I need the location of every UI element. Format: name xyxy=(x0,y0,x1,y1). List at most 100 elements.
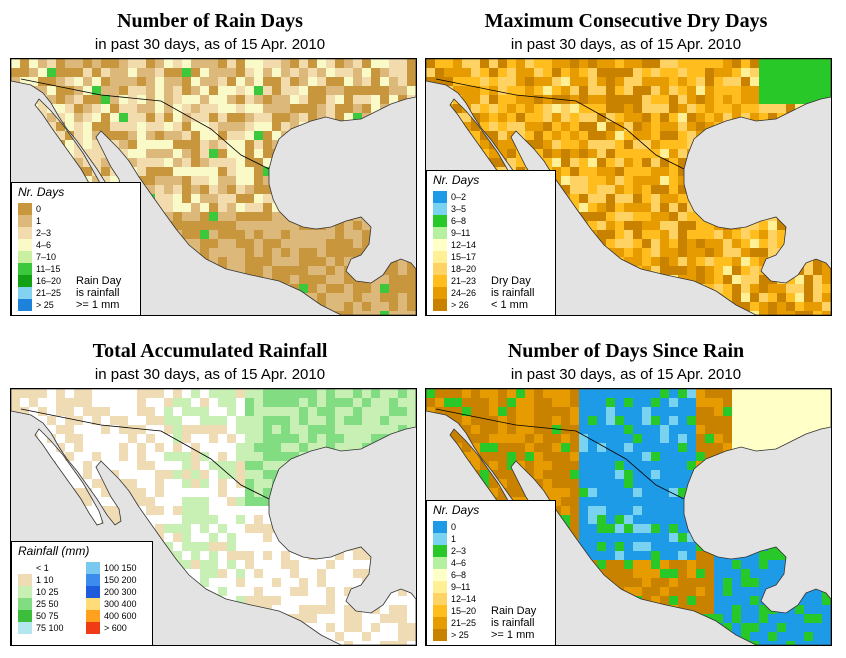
legend-swatch xyxy=(433,581,447,593)
legend-label: 7–10 xyxy=(36,252,57,262)
legend-swatch xyxy=(433,593,447,605)
legend-label: < 1 xyxy=(36,563,49,573)
legend-title: Rainfall (mm) xyxy=(18,544,90,558)
legend-swatch xyxy=(433,191,447,203)
legend-label: 10 25 xyxy=(36,587,59,597)
rainfall-total-map: Rainfall (mm) < 1 1 10 10 25 25 50 50 75 75 10… xyxy=(10,388,417,646)
legend-swatch xyxy=(433,569,447,581)
legend-swatch xyxy=(433,521,447,533)
legend-swatch xyxy=(18,263,32,275)
legend-swatch xyxy=(433,545,447,557)
legend-label: 400 600 xyxy=(104,611,137,621)
legend-label: 200 300 xyxy=(104,587,137,597)
rain-days-map: Nr. Days 0 1 2–3 4–6 7–10 11–15 16–20 21–25 > 25 R… xyxy=(10,58,417,316)
legend-swatch xyxy=(18,251,32,263)
legend-label: 1 xyxy=(451,534,457,544)
legend-label: 16–20 xyxy=(36,276,62,286)
country-border xyxy=(20,408,270,500)
panel-title: Maximum Consecutive Dry Days xyxy=(484,10,768,32)
legend-label: > 25 xyxy=(451,630,469,640)
legend-swatch xyxy=(433,263,447,275)
legend-label: 18–20 xyxy=(451,264,477,274)
legend-label: 2–3 xyxy=(36,228,52,238)
legend-swatch xyxy=(86,574,100,586)
coastline xyxy=(34,428,104,526)
legend-swatch xyxy=(433,275,447,287)
legend-swatch xyxy=(18,562,32,574)
legend-swatch xyxy=(18,598,32,610)
legend-swatch xyxy=(86,598,100,610)
panel-subtitle: in past 30 days, as of 15 Apr. 2010 xyxy=(94,36,326,53)
legend-swatch xyxy=(433,239,447,251)
legend-swatch xyxy=(18,610,32,622)
legend-swatch xyxy=(18,203,32,215)
legend-label: 4–6 xyxy=(451,558,467,568)
legend-swatch xyxy=(18,287,32,299)
legend-swatch xyxy=(18,622,32,634)
map-legend: Nr. Days 0 1 2–3 4–6 7–10 11–15 16–20 21–25 > 25 R… xyxy=(11,182,141,315)
legend-note: Rain Day is rainfall >= 1 mm xyxy=(491,605,537,641)
panel-subtitle: in past 30 days, as of 15 Apr. 2010 xyxy=(510,36,742,53)
legend-label: 25 50 xyxy=(36,599,59,609)
legend-label: 0 xyxy=(451,522,457,532)
legend-swatch xyxy=(433,299,447,311)
country-border xyxy=(435,408,685,500)
legend-label: 21–25 xyxy=(451,618,477,628)
legend-label: 12–14 xyxy=(451,240,477,250)
legend-label: 24–26 xyxy=(451,288,477,298)
legend-label: 9–11 xyxy=(451,228,471,238)
panel-subtitle: in past 30 days, as of 15 Apr. 2010 xyxy=(510,366,742,383)
legend-swatch xyxy=(433,203,447,215)
dry-days-map: Nr. Days 0–2 3–5 6–8 9–11 12–14 15–17 18–20 21–2… xyxy=(425,58,832,316)
days-since-rain-map: Nr. Days 0 1 2–3 4–6 6–8 9–11 12–14 15–20 21–25 > … xyxy=(425,388,832,646)
panel-title: Number of Rain Days xyxy=(117,10,303,32)
legend-label: 0–2 xyxy=(451,192,467,202)
legend-label: 300 400 xyxy=(104,599,137,609)
legend-label: 11–15 xyxy=(36,264,61,274)
legend-label: 9–11 xyxy=(451,582,471,592)
legend-swatch xyxy=(433,287,447,299)
legend-swatch xyxy=(18,574,32,586)
legend-title: Nr. Days xyxy=(18,185,65,199)
legend-label: 15–20 xyxy=(451,606,477,616)
legend-label: > 25 xyxy=(36,300,54,310)
legend-label: 50 75 xyxy=(36,611,59,621)
map-legend: Nr. Days 0–2 3–5 6–8 9–11 12–14 15–17 18–20 21–2… xyxy=(426,170,556,315)
legend-swatch xyxy=(86,586,100,598)
legend-swatch xyxy=(433,533,447,545)
legend-label: 15–17 xyxy=(451,252,477,262)
legend-swatch xyxy=(18,586,32,598)
legend-label: 21–23 xyxy=(451,276,477,286)
legend-swatch xyxy=(433,251,447,263)
legend-swatch xyxy=(18,275,32,287)
legend-label: 0 xyxy=(36,204,42,214)
legend-label: > 26 xyxy=(451,300,469,310)
legend-note: Dry Day is rainfall < 1 mm xyxy=(491,275,535,311)
legend-label: 21–25 xyxy=(36,288,62,298)
legend-note: Rain Day is rainfall >= 1 mm xyxy=(76,275,122,311)
legend-label: 3–5 xyxy=(451,204,467,214)
legend-label: 1 xyxy=(36,216,42,226)
panel-title: Total Accumulated Rainfall xyxy=(92,340,328,362)
coastline xyxy=(11,389,416,645)
legend-swatch xyxy=(86,562,100,574)
country-border xyxy=(435,78,685,170)
legend-swatch xyxy=(86,610,100,622)
legend-swatch xyxy=(18,215,32,227)
legend-title: Nr. Days xyxy=(433,173,480,187)
legend-label: > 600 xyxy=(104,623,127,633)
legend-swatch xyxy=(18,239,32,251)
legend-swatch xyxy=(433,227,447,239)
legend-label: 75 100 xyxy=(36,623,64,633)
map-legend: Nr. Days 0 1 2–3 4–6 6–8 9–11 12–14 15–20 21–25 > … xyxy=(426,500,556,645)
legend-swatch xyxy=(433,215,447,227)
map-legend: Rainfall (mm) < 1 1 10 10 25 25 50 50 75 75 10… xyxy=(11,541,153,645)
legend-swatch xyxy=(86,622,100,634)
legend-swatch xyxy=(433,605,447,617)
legend-title: Nr. Days xyxy=(433,503,480,517)
legend-label: 100 150 xyxy=(104,563,137,573)
legend-label: 150 200 xyxy=(104,575,137,585)
legend-swatch xyxy=(18,299,32,311)
legend-label: 2–3 xyxy=(451,546,467,556)
legend-swatch xyxy=(433,557,447,569)
